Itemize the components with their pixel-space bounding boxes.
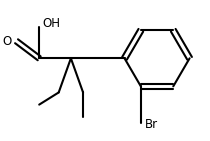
Text: O: O — [3, 35, 12, 48]
Text: Br: Br — [144, 118, 158, 131]
Text: OH: OH — [43, 17, 61, 30]
